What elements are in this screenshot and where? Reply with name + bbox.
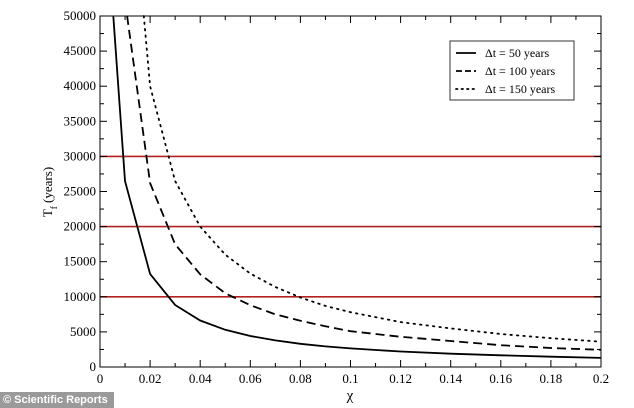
x-tick-label: 0.12 xyxy=(389,371,412,386)
y-tick-label: 50000 xyxy=(64,8,97,23)
series-line-0 xyxy=(112,15,602,359)
y-tick-label: 10000 xyxy=(64,289,97,304)
x-tick-label: 0.18 xyxy=(540,371,563,386)
series-line-2 xyxy=(142,15,602,343)
x-tick-label: 0.06 xyxy=(239,371,262,386)
y-tick-label: 40000 xyxy=(64,78,97,93)
x-tick-label: 0.16 xyxy=(489,371,512,386)
x-tick-label: 0.14 xyxy=(439,371,462,386)
y-tick-label: 25000 xyxy=(64,184,97,199)
legend: Δt = 50 years Δt = 100 years Δt = 150 year… xyxy=(449,40,575,101)
x-tick-label: 0.08 xyxy=(289,371,312,386)
x-tick-label: 0.1 xyxy=(342,371,358,386)
x-tick-label: 0.02 xyxy=(139,371,162,386)
x-tick-label: 0.04 xyxy=(189,371,212,386)
legend-label-0: Δt = 50 years xyxy=(485,46,549,60)
legend-items: Δt = 50 years Δt = 100 years Δt = 150 year… xyxy=(455,46,555,96)
y-tick-label: 30000 xyxy=(64,148,97,163)
ticks: 0 0.02 0.04 0.06 0.08 0.1 0.12 0.14 0.16 0.18 0.2 0… xyxy=(64,8,610,386)
y-axis-label-main: T xyxy=(40,209,55,217)
x-tick-label: 0.2 xyxy=(593,371,609,386)
series-line-1 xyxy=(126,15,602,351)
y-tick-label: 45000 xyxy=(64,43,97,58)
y-tick-label: 20000 xyxy=(64,219,97,234)
y-tick-label: 5000 xyxy=(70,324,96,339)
curves xyxy=(112,15,602,359)
x-tick-label: 0 xyxy=(97,371,104,386)
y-tick-label: 15000 xyxy=(64,254,97,269)
credit-label: © Scientific Reports xyxy=(0,392,114,408)
y-tick-label: 0 xyxy=(90,359,97,374)
legend-label-2: Δt = 150 years xyxy=(485,82,555,96)
y-axis-label-units: (years) xyxy=(40,167,55,206)
legend-label-1: Δt = 100 years xyxy=(485,64,555,78)
reference-lines xyxy=(100,155,601,298)
y-axis-label-subscript: f xyxy=(49,206,59,209)
x-axis-label: χ xyxy=(346,388,354,404)
y-axis-label: Tf (years) xyxy=(40,167,59,217)
y-tick-label: 35000 xyxy=(64,113,97,128)
